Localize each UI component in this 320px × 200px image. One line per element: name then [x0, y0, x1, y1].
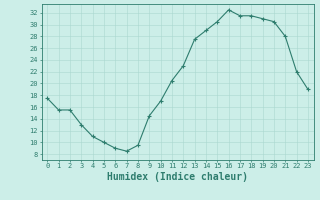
X-axis label: Humidex (Indice chaleur): Humidex (Indice chaleur): [107, 172, 248, 182]
